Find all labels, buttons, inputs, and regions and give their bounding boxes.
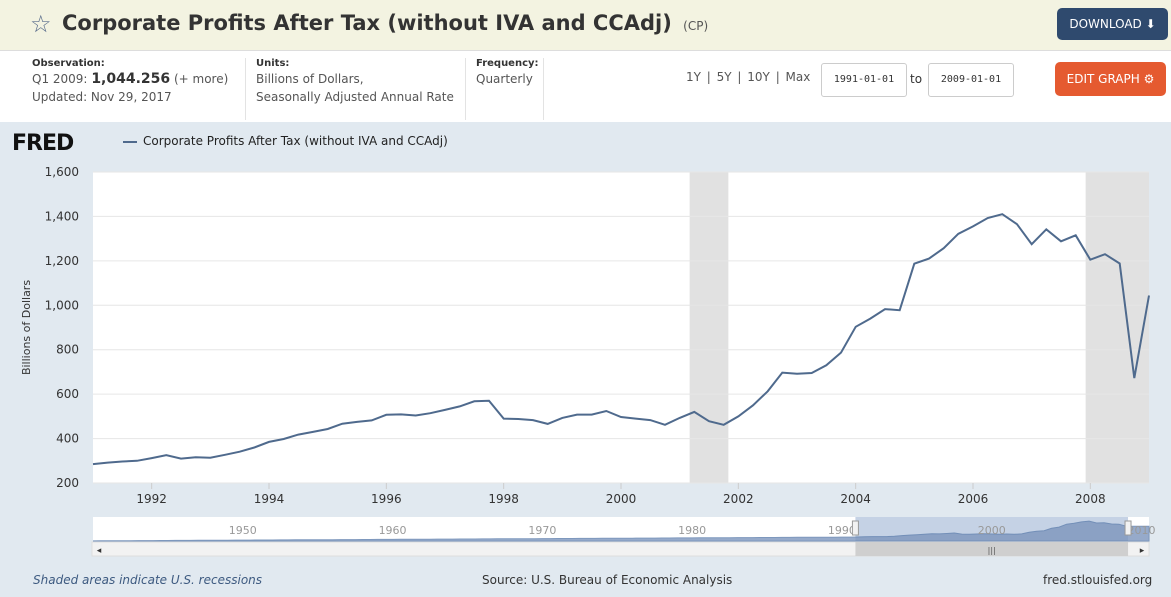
series-title: Corporate Profits After Tax (without IVA…: [62, 11, 672, 35]
x-tick-label: 2000: [606, 492, 637, 506]
units-line2: Seasonally Adjusted Annual Rate: [256, 90, 454, 104]
y-tick-label: 800: [56, 343, 79, 357]
scroll-right-arrow-icon: ▸: [1140, 546, 1145, 556]
navigator-tick-label: 1960: [379, 524, 407, 537]
navigator-tick-label: 2010: [1128, 524, 1156, 537]
title-bar: ☆ Corporate Profits After Tax (without I…: [0, 0, 1171, 51]
x-tick-label: 1996: [371, 492, 402, 506]
legend-label: Corporate Profits After Tax (without IVA…: [143, 134, 448, 148]
units-line1: Billions of Dollars,: [256, 72, 364, 86]
y-axis-label: Billions of Dollars: [20, 280, 33, 375]
units-label: Units:: [256, 58, 290, 69]
x-tick-label: 2006: [958, 492, 989, 506]
download-button[interactable]: DOWNLOAD ⬇: [1057, 8, 1168, 40]
star-icon[interactable]: ☆: [30, 10, 52, 38]
divider: [543, 58, 544, 120]
navigator-series: [92, 520, 1150, 542]
divider: [465, 58, 466, 120]
scrollbar-grip-icon: |||: [988, 546, 996, 555]
navigator-tick-label: 1970: [528, 524, 556, 537]
frequency-block: Frequency: Quarterly: [476, 58, 539, 88]
recession-shading: [1085, 172, 1149, 483]
site-link[interactable]: fred.stlouisfed.org: [1043, 573, 1153, 587]
y-tick-label: 1,600: [45, 165, 79, 179]
series-code: (CP): [683, 19, 709, 33]
source-note[interactable]: Source: U.S. Bureau of Economic Analysis: [482, 573, 733, 587]
start-date-input[interactable]: 1991-01-01: [821, 63, 907, 97]
scroll-left-arrow-icon: ◂: [97, 546, 102, 556]
frequency-value: Quarterly: [476, 72, 533, 86]
end-date-input[interactable]: 2009-01-01: [928, 63, 1014, 97]
y-tick-label: 1,000: [45, 298, 79, 312]
x-tick-label: 1994: [254, 492, 285, 506]
y-tick-label: 600: [56, 387, 79, 401]
recession-note: Shaded areas indicate U.S. recessions: [33, 573, 263, 587]
to-label: to: [910, 72, 923, 86]
plot-background: [93, 172, 1149, 483]
x-tick-label: 1998: [488, 492, 519, 506]
units-block: Units: Billions of Dollars, Seasonally A…: [256, 58, 454, 106]
observation-label: Observation:: [32, 58, 105, 69]
navigator-tick-label: 1990: [828, 524, 856, 537]
navigator-handle-right: [1124, 520, 1132, 536]
navigator-handle-left: [851, 520, 859, 536]
frequency-label: Frequency:: [476, 58, 539, 69]
y-tick-label: 1,400: [45, 209, 79, 223]
x-tick-label: 2002: [723, 492, 754, 506]
observation-block: Observation: Q1 2009: 1,044.256 (+ more)…: [32, 58, 228, 106]
updated-date: Updated: Nov 29, 2017: [32, 90, 172, 104]
observation-more-link[interactable]: (+ more): [173, 72, 229, 86]
y-tick-label: 200: [56, 476, 79, 490]
range-selector[interactable]: 1Y | 5Y | 10Y | Max: [686, 70, 811, 84]
fred-logo: FRED: [12, 131, 74, 156]
series-line: [92, 213, 1150, 466]
navigator-tick-label: 1950: [229, 524, 257, 537]
page-title: Corporate Profits After Tax (without IVA…: [62, 11, 708, 35]
x-tick-label: 1992: [136, 492, 167, 506]
recession-shading: [689, 172, 729, 483]
x-tick-label: 2004: [840, 492, 871, 506]
y-tick-label: 1,200: [45, 254, 79, 268]
navigator-tick-label: 1980: [678, 524, 706, 537]
x-tick-label: 2008: [1075, 492, 1106, 506]
divider: [245, 58, 246, 120]
scrollbar-thumb: [855, 542, 1129, 556]
observation-value: 1,044.256: [91, 71, 171, 87]
y-tick-label: 400: [56, 432, 79, 446]
edit-graph-button[interactable]: EDIT GRAPH ⚙: [1055, 62, 1166, 96]
legend-swatch: [123, 141, 137, 143]
observation-period: Q1 2009:: [32, 72, 88, 86]
navigator-tick-label: 2000: [978, 524, 1006, 537]
